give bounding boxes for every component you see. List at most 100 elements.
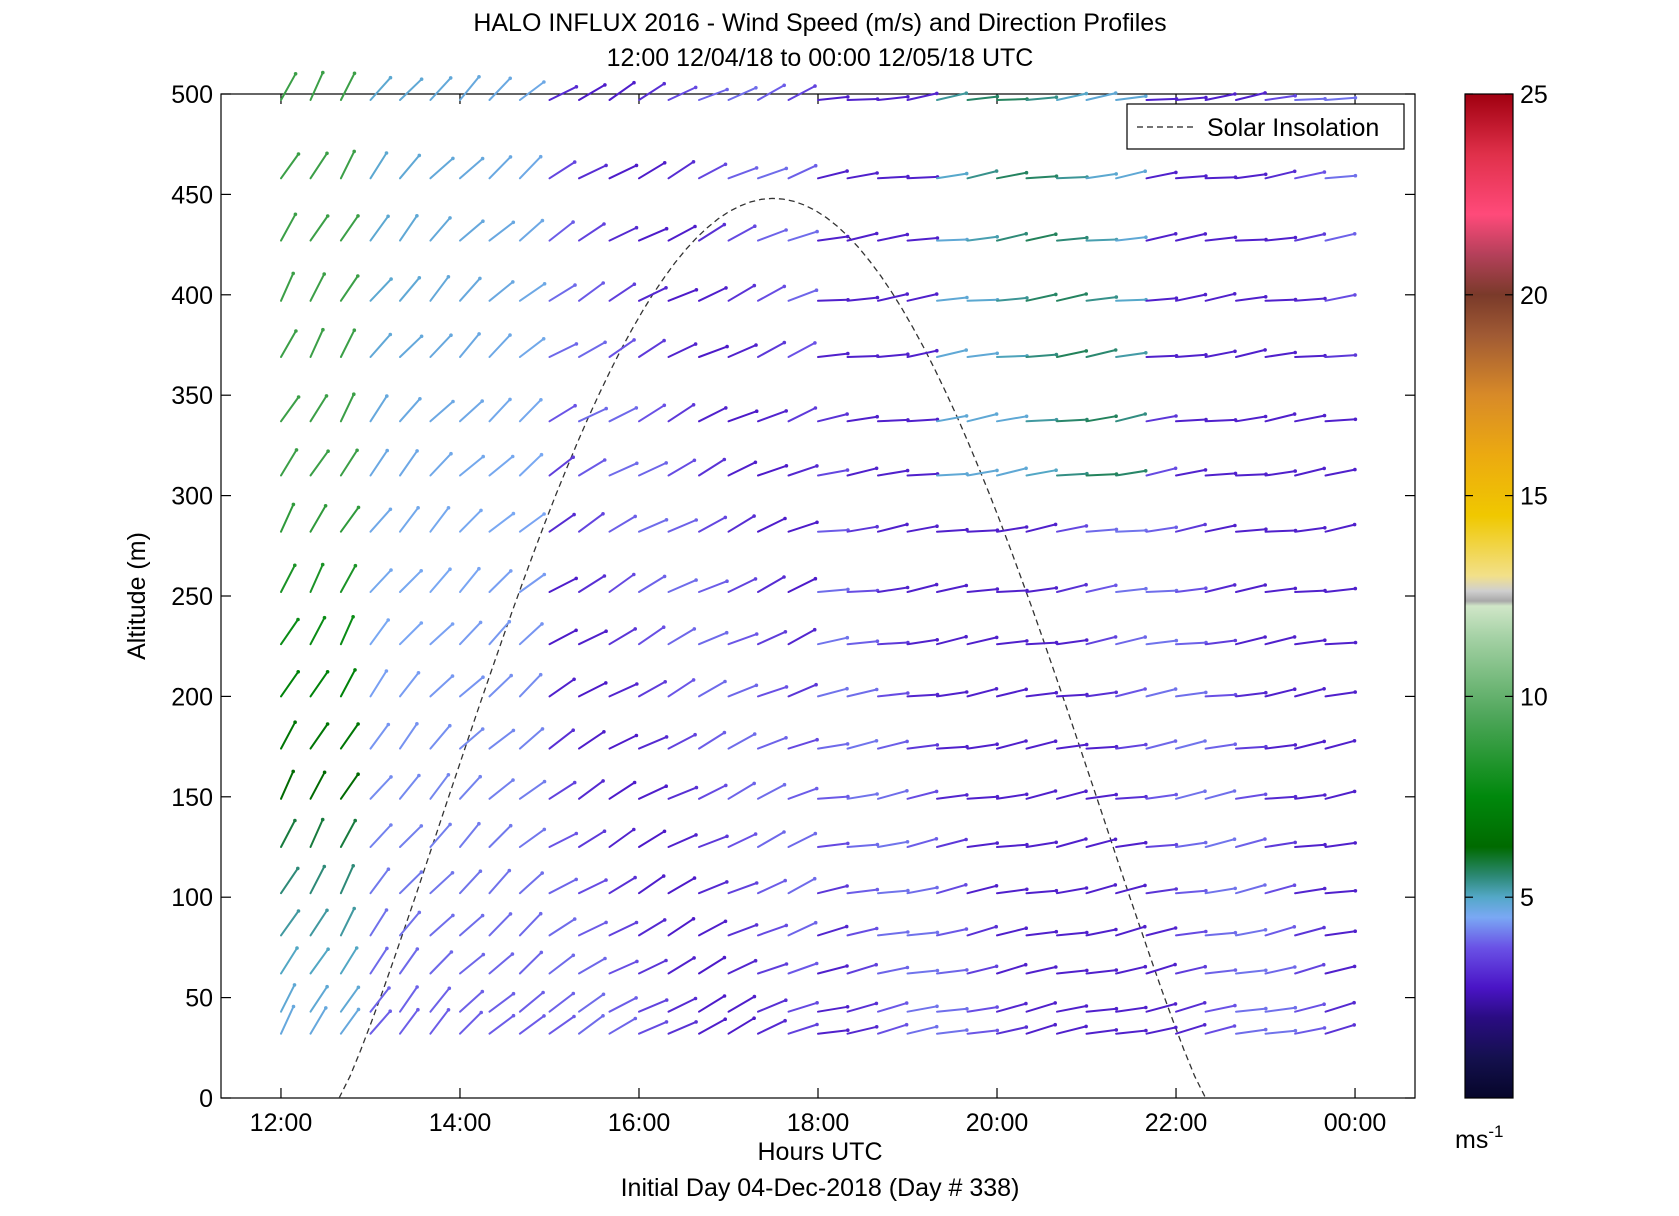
wind-vector bbox=[906, 175, 939, 180]
wind-vector bbox=[846, 232, 878, 242]
wind-vector bbox=[429, 275, 450, 302]
wind-vector bbox=[1025, 641, 1058, 646]
wind-vector-head bbox=[574, 877, 578, 882]
wind-vector bbox=[757, 879, 787, 895]
wind-vector-head bbox=[722, 457, 727, 462]
wind-vector-head bbox=[1204, 95, 1208, 100]
wind-vector bbox=[936, 691, 968, 698]
wind-vector bbox=[459, 775, 482, 800]
wind-vector bbox=[459, 332, 481, 358]
wind-vector-head bbox=[1143, 840, 1148, 845]
wind-vector bbox=[1115, 236, 1147, 242]
wind-vector bbox=[518, 727, 544, 750]
wind-vector-head bbox=[1293, 350, 1297, 355]
wind-vector bbox=[787, 164, 817, 180]
wind-vector-head bbox=[1264, 968, 1268, 973]
wind-vector bbox=[1294, 297, 1326, 302]
wind-vector-head bbox=[1024, 792, 1029, 797]
wind-vector-head bbox=[906, 352, 910, 357]
wind-vector-head bbox=[633, 514, 637, 519]
wind-vector-head bbox=[1053, 1001, 1057, 1005]
wind-vector bbox=[459, 1011, 483, 1035]
wind-vector bbox=[369, 723, 390, 750]
wind-vector-head bbox=[573, 403, 577, 408]
wind-vector bbox=[936, 172, 968, 180]
wind-vector-head bbox=[994, 635, 999, 640]
wind-vector-head bbox=[352, 392, 356, 397]
wind-vector bbox=[1175, 841, 1207, 848]
wind-vector-head bbox=[507, 619, 512, 624]
wind-vector-head bbox=[995, 351, 999, 356]
wind-vector bbox=[1264, 743, 1297, 750]
wind-vector-head bbox=[352, 328, 357, 333]
wind-vector bbox=[906, 638, 939, 646]
wind-vector-head bbox=[1025, 296, 1029, 300]
wind-vector-head bbox=[1173, 962, 1177, 967]
wind-vector-head bbox=[813, 576, 818, 581]
wind-vector bbox=[1294, 467, 1326, 477]
wind-vector bbox=[667, 733, 697, 750]
wind-vector bbox=[429, 724, 451, 750]
wind-vector-head bbox=[634, 920, 639, 925]
wind-vector bbox=[1145, 589, 1178, 593]
wind-vector bbox=[1025, 469, 1058, 477]
wind-vector-head bbox=[602, 574, 607, 578]
wind-vector-head bbox=[1233, 742, 1237, 746]
wind-vector-head bbox=[692, 956, 696, 960]
wind-vector-head bbox=[1053, 739, 1058, 743]
wind-vector bbox=[548, 992, 575, 1013]
wind-vector-head bbox=[1293, 965, 1297, 969]
wind-vector bbox=[877, 418, 909, 423]
y-tick-label: 300 bbox=[171, 483, 213, 511]
wind-vector bbox=[1235, 528, 1267, 533]
wind-vector bbox=[1025, 889, 1058, 895]
wind-vector bbox=[1025, 1001, 1057, 1013]
wind-vector-head bbox=[723, 162, 728, 167]
wind-vector bbox=[1264, 587, 1297, 593]
wind-vector-head bbox=[784, 166, 789, 171]
wind-vector bbox=[429, 157, 454, 180]
wind-vector bbox=[1085, 745, 1118, 750]
wind-vector-head bbox=[511, 991, 516, 996]
wind-vector bbox=[638, 680, 667, 698]
wind-vector-head bbox=[994, 964, 999, 969]
wind-vector bbox=[548, 678, 576, 698]
wind-vector bbox=[488, 512, 515, 533]
wind-vector-head bbox=[1293, 1028, 1298, 1033]
wind-vector bbox=[757, 630, 787, 646]
wind-vector bbox=[429, 871, 454, 895]
wind-vector-head bbox=[353, 818, 358, 823]
wind-vector bbox=[846, 589, 879, 593]
wind-vector bbox=[1204, 931, 1237, 937]
wind-vector bbox=[667, 678, 695, 698]
wind-vector-head bbox=[386, 722, 391, 727]
wind-vector bbox=[966, 884, 998, 895]
wind-vector bbox=[369, 449, 389, 477]
wind-vector-head bbox=[1233, 886, 1237, 891]
wind-vector bbox=[1294, 354, 1326, 358]
wind-vector bbox=[369, 508, 392, 533]
wind-vector-head bbox=[632, 827, 636, 832]
wind-vector-head bbox=[1173, 687, 1178, 691]
wind-vector-head bbox=[388, 75, 393, 80]
wind-vector-head bbox=[1053, 789, 1058, 793]
wind-vector-head bbox=[964, 927, 969, 931]
wind-vector-head bbox=[874, 739, 879, 743]
wind-vector bbox=[667, 343, 697, 358]
wind-vector-head bbox=[1114, 583, 1118, 588]
wind-vector-head bbox=[752, 283, 757, 288]
wind-vector bbox=[727, 410, 758, 423]
wind-vector bbox=[877, 840, 909, 848]
wind-vector bbox=[488, 155, 512, 180]
wind-vector-head bbox=[1323, 296, 1327, 301]
wind-vector bbox=[1175, 641, 1207, 646]
wind-vector-head bbox=[935, 91, 939, 96]
wind-vector-head bbox=[906, 95, 910, 99]
wind-vector-head bbox=[634, 163, 639, 168]
wind-vector-head bbox=[1144, 794, 1148, 799]
wind-vector bbox=[1115, 95, 1147, 101]
wind-vector-head bbox=[325, 670, 330, 674]
wind-vector bbox=[906, 583, 938, 593]
wind-vector-head bbox=[935, 1004, 939, 1009]
wind-vector bbox=[698, 580, 728, 593]
